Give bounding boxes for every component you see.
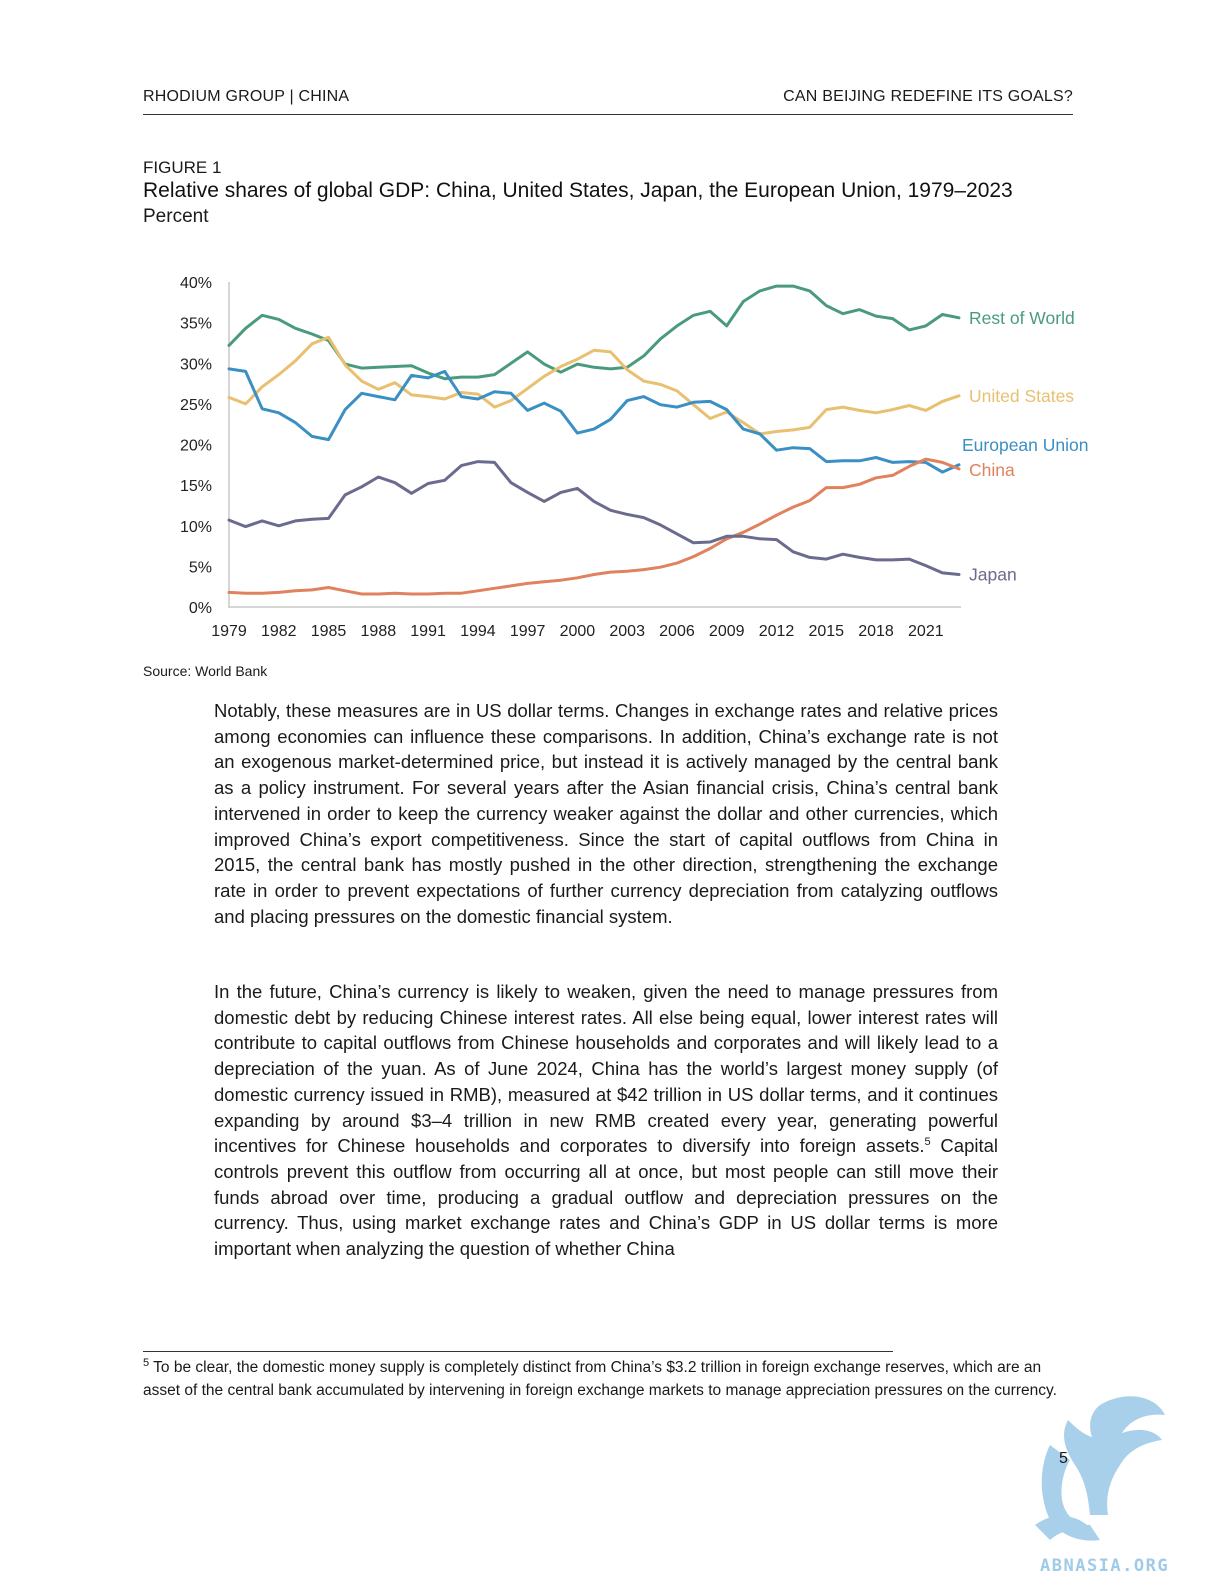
series-label-united-states: United States: [969, 386, 1074, 406]
x-tick-label: 2021: [908, 623, 944, 640]
footnote-text: To be clear, the domestic money supply i…: [143, 1359, 1057, 1400]
x-tick-label: 1994: [460, 623, 496, 640]
x-tick-label: 1985: [311, 623, 347, 640]
body-paragraph-2: In the future, China’s currency is likel…: [214, 979, 998, 1262]
series-label-european-union: European Union: [962, 435, 1088, 455]
footnote: 5 To be clear, the domestic money supply…: [143, 1356, 1073, 1403]
x-tick-label: 1982: [261, 623, 297, 640]
page-header: RHODIUM GROUP | CHINA CAN BEIJING REDEFI…: [143, 88, 1073, 115]
gdp-share-line-chart: 0% 5% 10% 15% 20% 25% 30% 35% 40% 1979 1982 1985 198…: [180, 275, 1089, 640]
x-tick-label: 2012: [759, 623, 795, 640]
griffin-logo-icon: [1035, 1396, 1165, 1541]
page-number: 5: [1059, 1450, 1068, 1467]
figure-label: FIGURE 1: [143, 158, 222, 177]
y-tick-label: 35%: [180, 316, 212, 333]
series-line-european-union: [227, 367, 961, 474]
footnote-reference[interactable]: 5: [924, 1136, 931, 1149]
series-label-japan: Japan: [969, 565, 1017, 585]
y-tick-label: 40%: [180, 275, 212, 292]
x-tick-label: 1979: [211, 623, 247, 640]
figure-title: Relative shares of global GDP: China, Un…: [143, 179, 1013, 202]
watermark-text: ABNASIA.ORG: [1040, 1556, 1170, 1576]
series-label-rest-of-world: Rest of World: [969, 308, 1075, 328]
x-tick-label: 2009: [709, 623, 745, 640]
header-right: CAN BEIJING REDEFINE ITS GOALS?: [783, 88, 1073, 105]
x-tick-label: 2003: [609, 623, 645, 640]
header-left: RHODIUM GROUP | CHINA: [143, 88, 350, 105]
x-tick-label: 2018: [858, 623, 894, 640]
footnote-divider: [143, 1351, 893, 1352]
y-tick-label: 20%: [180, 438, 212, 455]
x-tick-label: 2006: [659, 623, 695, 640]
footnote-marker: 5: [143, 1356, 150, 1369]
series-label-china: China: [969, 460, 1015, 480]
y-tick-label: 10%: [180, 519, 212, 536]
x-tick-label: 2015: [808, 623, 844, 640]
y-tick-label: 25%: [180, 397, 212, 414]
series-line-japan: [227, 460, 961, 576]
figure-unit: Percent: [143, 206, 209, 227]
y-tick-label: 15%: [180, 478, 212, 495]
body-paragraph-1: Notably, these measures are in US dollar…: [214, 700, 998, 927]
figure-source: Source: World Bank: [143, 663, 268, 679]
y-tick-label: 30%: [180, 356, 212, 373]
series-line-united-states: [227, 335, 961, 436]
y-tick-label: 0%: [189, 600, 212, 617]
x-tick-label: 1997: [510, 623, 546, 640]
x-tick-label: 1988: [361, 623, 397, 640]
x-tick-label: 1991: [410, 623, 446, 640]
series-line-china: [227, 457, 961, 596]
y-tick-label: 5%: [189, 559, 212, 576]
body-paragraph-2-part-b: Capital controls prevent this outflow fr…: [214, 1135, 999, 1260]
series-line-rest-of-world: [227, 284, 961, 381]
body-paragraph-2-part-a: In the future, China’s currency is likel…: [214, 981, 998, 1157]
x-tick-label: 2000: [560, 623, 596, 640]
